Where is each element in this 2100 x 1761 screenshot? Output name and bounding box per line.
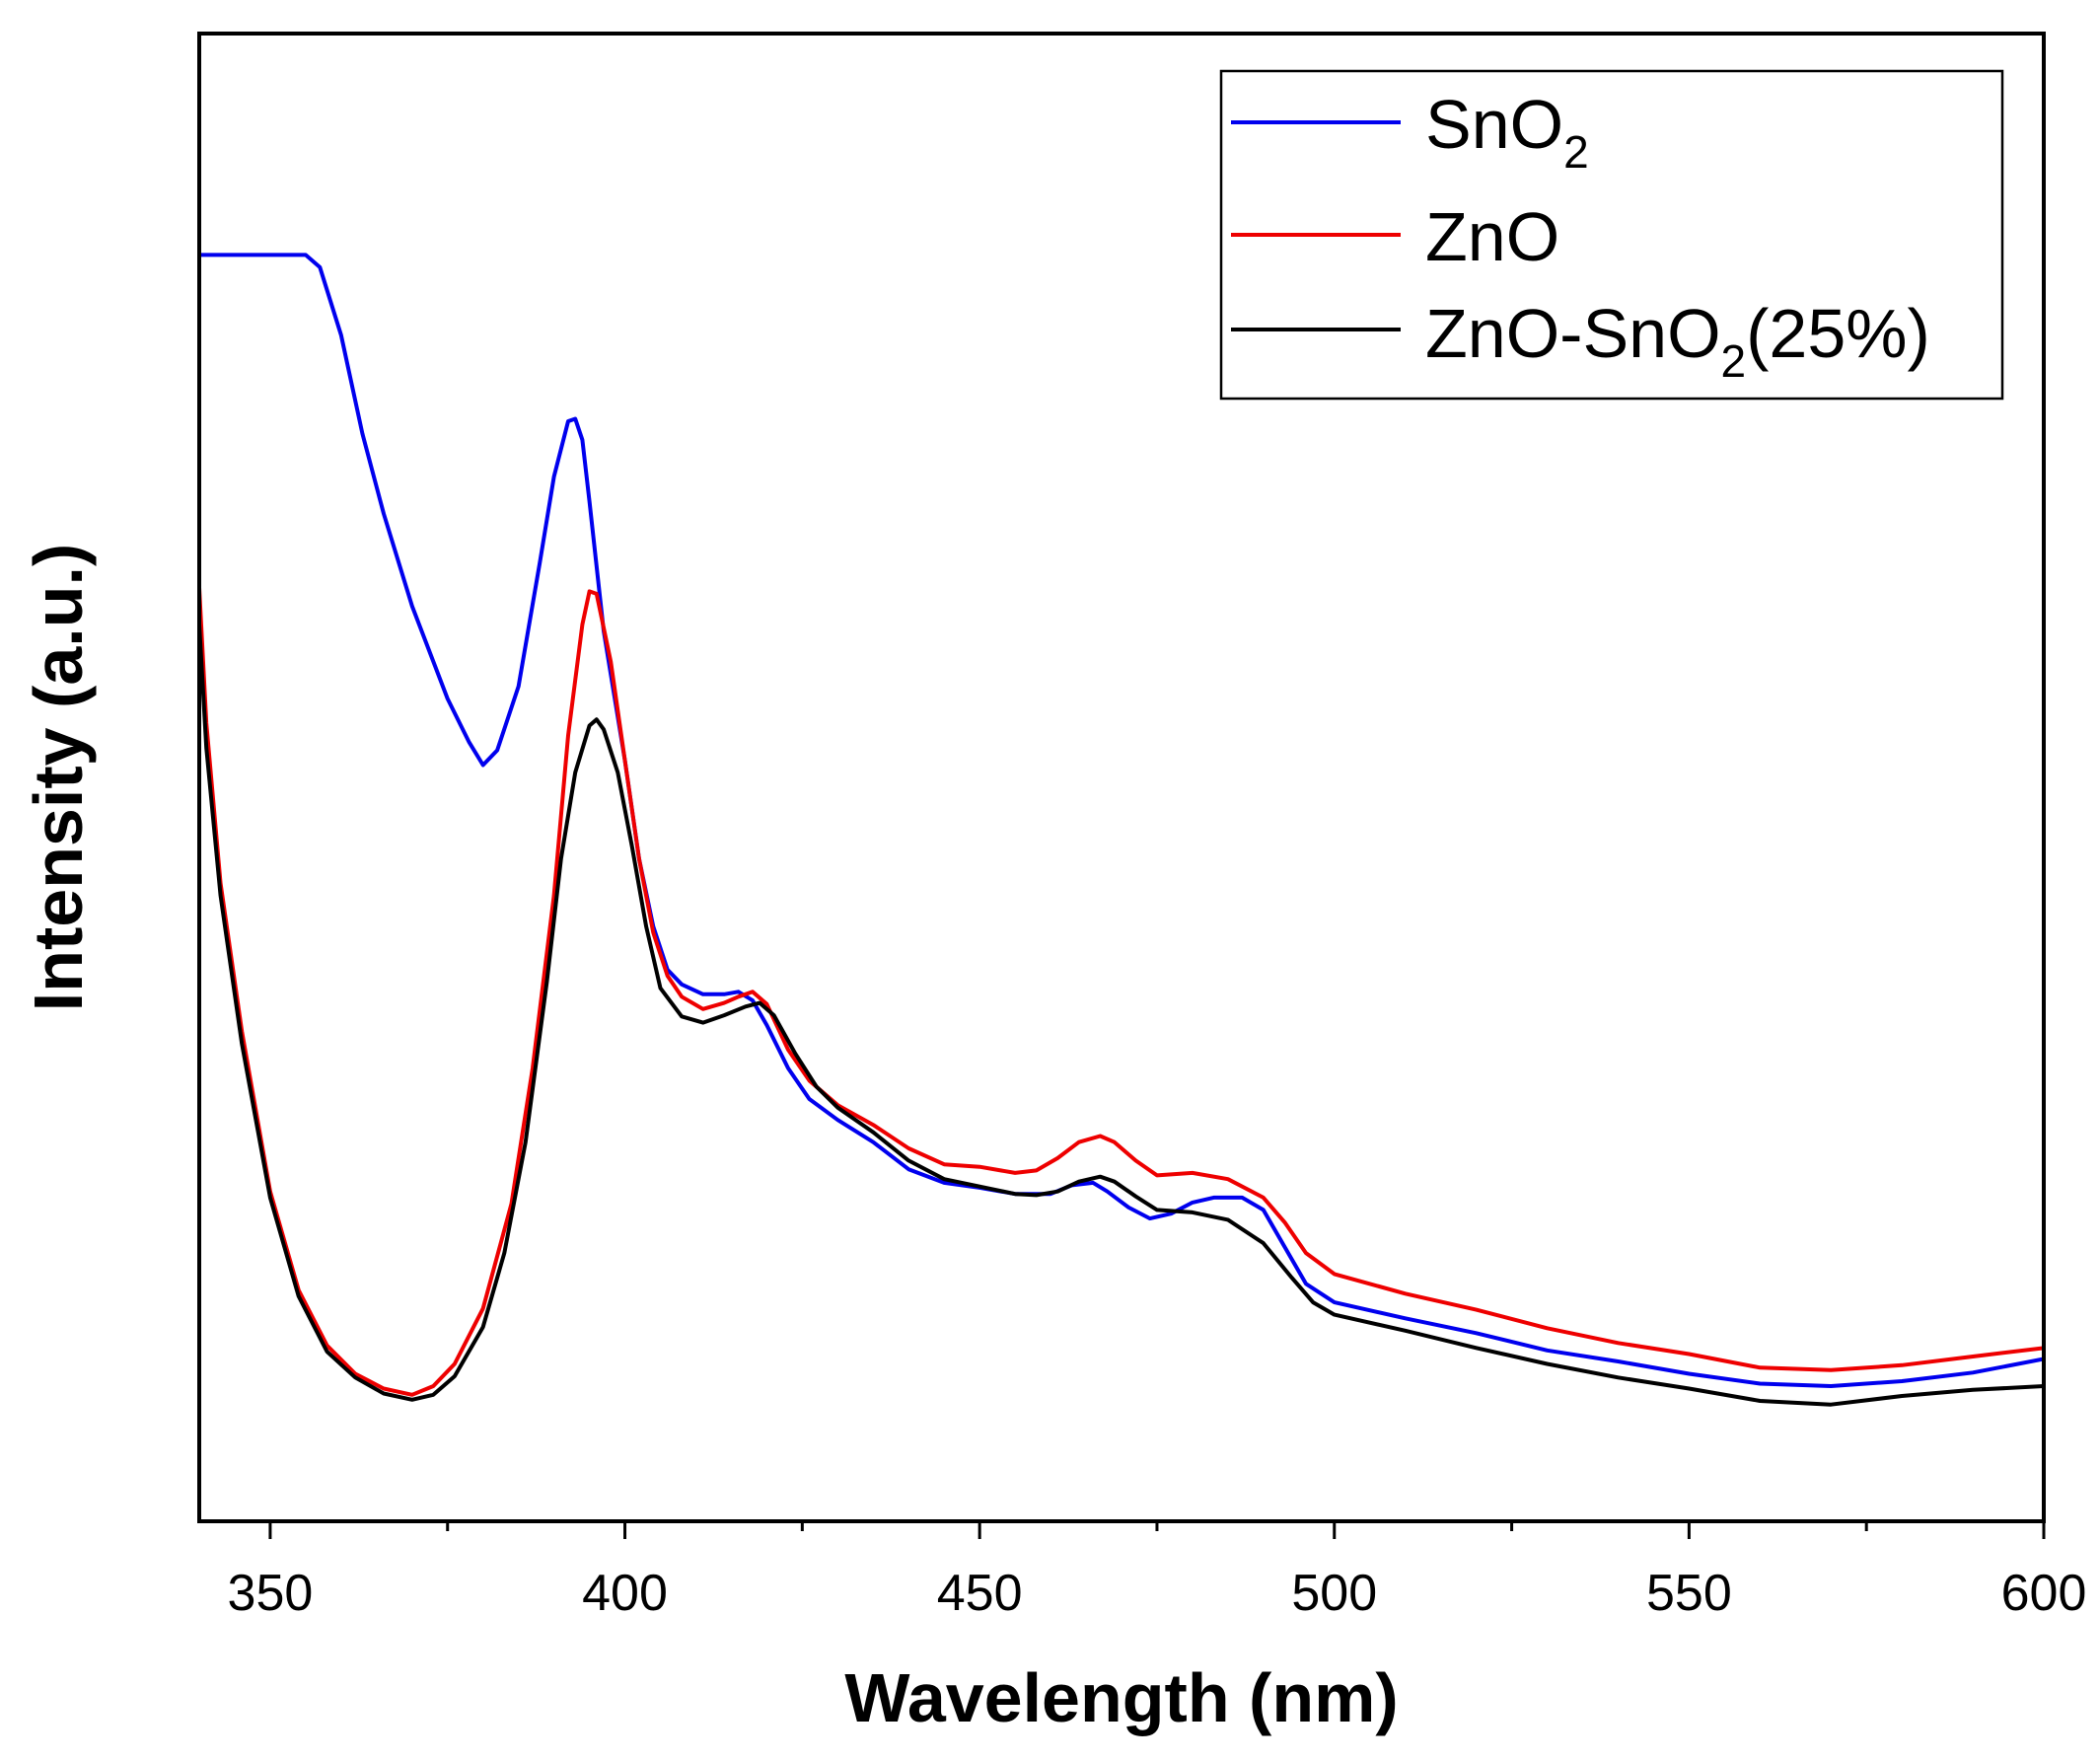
legend-label-zno: ZnO xyxy=(1425,198,1559,275)
plot-frame xyxy=(197,32,2046,1523)
legend-label-zno-sno2: ZnO-SnO2(25%) xyxy=(1425,295,1930,387)
series-line-zno xyxy=(199,587,2044,1397)
legend-entry-sno2: SnO2 xyxy=(1231,86,1589,178)
legend: SnO2 ZnO ZnO-SnO2(25%) xyxy=(1219,69,2004,401)
legend-entry-zno: ZnO xyxy=(1231,198,1559,275)
x-tick-label-450: 450 xyxy=(937,1565,1023,1622)
x-tick-label-500: 500 xyxy=(1291,1565,1377,1622)
series-line-sno2 xyxy=(199,253,2044,1388)
series-line-zno-sno2-25 xyxy=(199,624,2044,1407)
legend-label-sno2: SnO2 xyxy=(1425,86,1589,178)
x-tick-label-550: 550 xyxy=(1646,1565,1732,1622)
x-axis-title: Wavelength (nm) xyxy=(844,1659,1398,1736)
x-tick-label-350: 350 xyxy=(228,1565,314,1622)
legend-entry-zno-sno2: ZnO-SnO2(25%) xyxy=(1231,295,1930,387)
y-axis-title: Intensity (a.u.) xyxy=(20,544,97,1011)
x-tick-label-400: 400 xyxy=(582,1565,668,1622)
series-layer xyxy=(199,253,2044,1407)
x-axis-ticks: 350 400 450 500 550 600 xyxy=(228,1521,2087,1622)
x-tick-label-600: 600 xyxy=(2001,1565,2087,1622)
